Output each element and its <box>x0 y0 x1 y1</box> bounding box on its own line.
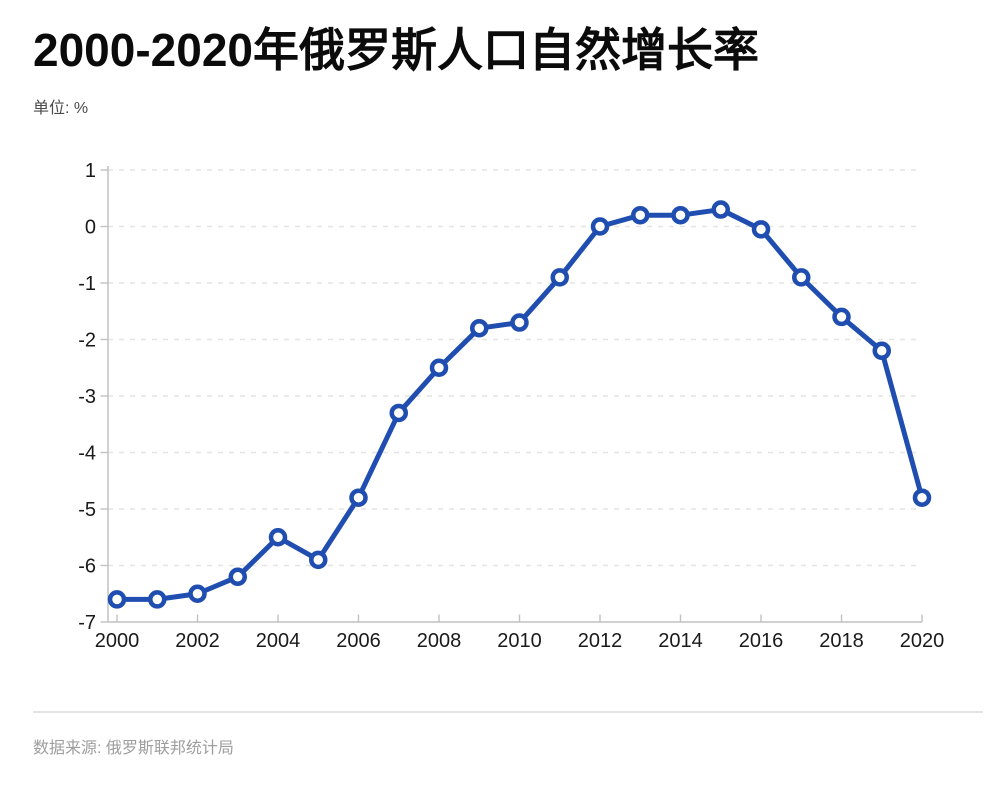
data-source: 数据来源: 俄罗斯联邦统计局 <box>33 740 234 757</box>
data-point <box>228 567 247 587</box>
data-point <box>631 205 650 225</box>
x-tick-label: 2004 <box>256 630 301 652</box>
x-tick-label: 2018 <box>819 630 864 652</box>
data-point <box>671 205 690 225</box>
data-point <box>429 358 449 377</box>
y-tick-label: 0 <box>85 217 96 239</box>
data-point <box>349 488 368 507</box>
data-point <box>510 313 529 332</box>
data-point <box>590 217 610 236</box>
y-tick-label: -3 <box>78 386 96 408</box>
y-tick-label: -2 <box>78 330 96 352</box>
footer-divider <box>33 711 983 713</box>
data-point <box>389 403 408 423</box>
y-tick-label: 1 <box>85 160 96 182</box>
y-tick-label: -7 <box>78 612 96 634</box>
data-point <box>268 528 288 547</box>
x-tick-label: 2006 <box>336 630 381 652</box>
x-tick-label: 2016 <box>739 630 784 652</box>
y-tick-label: -6 <box>78 556 96 578</box>
data-point <box>188 584 207 603</box>
data-point <box>832 307 851 327</box>
data-point <box>751 220 771 239</box>
unit-label: 单位: % <box>33 100 89 117</box>
data-point <box>912 488 932 507</box>
x-tick-label: 2012 <box>578 630 623 652</box>
y-tick-label: -1 <box>78 273 96 295</box>
y-tick-label: -5 <box>78 499 96 521</box>
x-tick-label: 2002 <box>175 630 220 652</box>
x-tick-label: 2008 <box>417 630 462 652</box>
chart-title: 2000-2020年俄罗斯人口自然增长率 <box>33 24 759 76</box>
x-tick-label: 2014 <box>658 630 703 652</box>
data-point <box>148 590 167 609</box>
data-point <box>309 550 328 570</box>
data-point <box>711 200 730 219</box>
data-point <box>872 341 891 361</box>
x-tick-label: 2020 <box>900 630 945 652</box>
data-line <box>114 207 925 602</box>
x-tick-label: 2000 <box>95 630 140 652</box>
data-point <box>550 268 569 287</box>
y-tick-label: -4 <box>78 443 96 465</box>
data-point <box>470 318 489 338</box>
data-point <box>792 268 811 287</box>
x-tick-label: 2010 <box>497 630 542 652</box>
data-point <box>107 590 127 609</box>
